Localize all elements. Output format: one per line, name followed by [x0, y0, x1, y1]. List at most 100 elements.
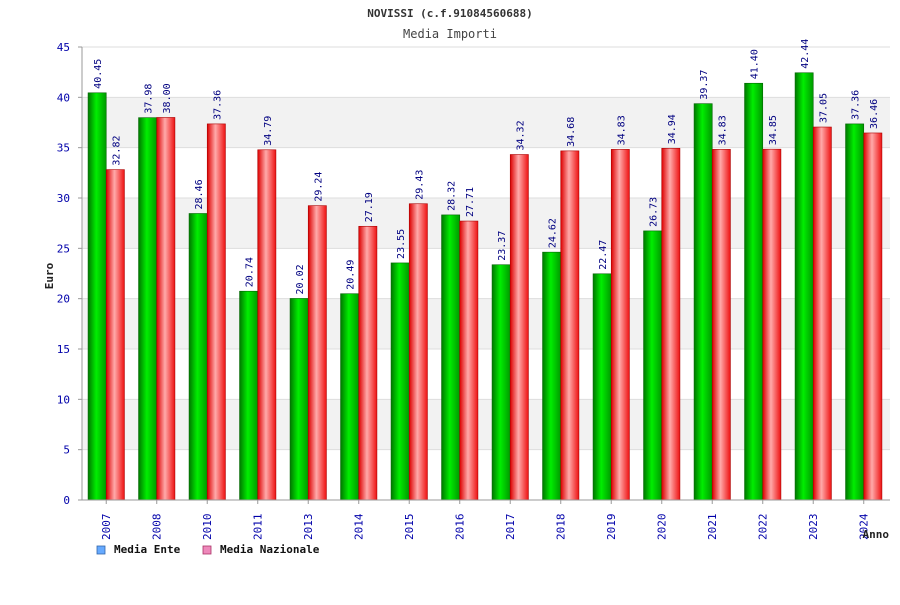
x-tick-label: 2016 — [454, 514, 467, 541]
bar-media-nazionale-2010 — [206, 123, 226, 501]
x-tick-label: 2021 — [706, 514, 719, 541]
legend-swatch-media-ente — [96, 545, 106, 555]
bar-media-ente-2022 — [744, 82, 764, 501]
chart-subtitle: Media Importi — [403, 27, 497, 41]
bar-media-nazionale-2019 — [610, 149, 630, 501]
data-label-media-ente-2023: 42.44 — [800, 39, 811, 69]
bar-media-nazionale-2021 — [711, 149, 731, 501]
bar-media-ente-2017 — [491, 264, 511, 501]
x-tick-label: 2018 — [555, 514, 568, 541]
x-tick-label: 2014 — [353, 513, 366, 540]
x-tick-label: 2015 — [403, 514, 416, 541]
bar-media-nazionale-2008 — [156, 117, 176, 501]
bar-media-ente-2015 — [390, 262, 410, 501]
data-label-media-ente-2014: 20.49 — [346, 260, 357, 290]
bar-media-nazionale-2016 — [459, 220, 479, 501]
y-tick-label: 40 — [57, 91, 70, 104]
bar-media-ente-2010 — [188, 213, 208, 501]
data-label-media-ente-2008: 37.98 — [144, 84, 155, 114]
y-tick-label: 30 — [57, 192, 70, 205]
y-tick-label: 0 — [63, 494, 70, 507]
y-tick-label: 25 — [57, 242, 70, 255]
x-tick-label: 2007 — [100, 514, 113, 541]
y-tick-label: 15 — [57, 343, 70, 356]
data-label-media-ente-2024: 37.36 — [851, 90, 862, 120]
data-label-media-nazionale-2015: 29.43 — [414, 170, 425, 200]
x-tick-label: 2017 — [504, 514, 517, 541]
bar-media-ente-2023 — [794, 72, 814, 501]
data-label-media-nazionale-2008: 38.00 — [162, 83, 173, 113]
x-axis-label: Anno — [863, 528, 890, 541]
data-label-media-ente-2016: 28.32 — [447, 181, 458, 211]
legend-swatch-media-nazionale — [202, 545, 212, 555]
data-label-media-nazionale-2010: 37.36 — [212, 90, 223, 120]
bar-media-nazionale-2011 — [257, 149, 277, 501]
x-tick-label: 2008 — [151, 514, 164, 541]
legend-label-media-ente: Media Ente — [114, 543, 181, 556]
y-tick-label: 20 — [57, 293, 70, 306]
legend-label-media-nazionale: Media Nazionale — [220, 543, 320, 556]
data-label-media-ente-2018: 24.62 — [548, 218, 559, 248]
y-tick-label: 10 — [57, 393, 70, 406]
x-axis-ticks: 2007 2008 2010 2011 2013 2014 2015 2016 2017 2018… — [100, 500, 871, 540]
y-axis-ticks: 0 5 10 15 20 25 30 35 40 45 — [57, 41, 82, 507]
y-tick-label: 5 — [63, 444, 70, 457]
x-tick-label: 2024 — [858, 513, 871, 540]
bar-media-ente-2019 — [592, 273, 612, 501]
bar-media-ente-2011 — [239, 290, 259, 501]
data-label-media-nazionale-2023: 37.05 — [818, 93, 829, 123]
x-tick-label: 2019 — [605, 514, 618, 541]
grid-band — [82, 47, 890, 98]
bars — [87, 72, 883, 501]
data-label-media-nazionale-2024: 36.46 — [869, 99, 880, 129]
data-label-media-nazionale-2014: 27.19 — [364, 192, 375, 222]
bar-media-nazionale-2022 — [762, 148, 782, 501]
data-label-media-nazionale-2019: 34.83 — [616, 115, 627, 145]
x-tick-label: 2013 — [302, 514, 315, 541]
x-tick-label: 2010 — [201, 514, 214, 541]
data-label-media-nazionale-2020: 34.94 — [667, 114, 678, 144]
data-label-media-nazionale-2021: 34.83 — [717, 115, 728, 145]
data-label-media-nazionale-2017: 34.32 — [515, 120, 526, 150]
data-label-media-ente-2020: 26.73 — [649, 197, 660, 227]
bar-media-ente-2008 — [138, 117, 158, 501]
bar-media-nazionale-2020 — [661, 147, 681, 501]
x-tick-label: 2023 — [807, 514, 820, 541]
data-label-media-ente-2015: 23.55 — [396, 229, 407, 259]
bar-media-nazionale-2023 — [812, 126, 832, 501]
bar-media-nazionale-2017 — [509, 154, 529, 501]
y-tick-label: 35 — [57, 142, 70, 155]
data-label-media-ente-2011: 20.74 — [245, 257, 256, 287]
data-label-media-ente-2022: 41.40 — [750, 49, 761, 79]
bar-media-ente-2020 — [643, 230, 663, 501]
data-labels: 40.45 32.82 37.98 38.00 28.46 37.36 20.74 34.79… — [93, 39, 880, 295]
chart-title: NOVISSI (c.f.91084560688) — [367, 7, 533, 20]
bar-media-nazionale-2013 — [307, 205, 327, 501]
data-label-media-ente-2010: 28.46 — [194, 179, 205, 209]
x-tick-label: 2020 — [656, 514, 669, 541]
data-label-media-nazionale-2018: 34.68 — [566, 117, 577, 147]
bar-media-nazionale-2014 — [358, 225, 378, 501]
data-label-media-ente-2021: 39.37 — [699, 70, 710, 100]
y-axis-label: Euro — [43, 262, 56, 289]
data-label-media-nazionale-2013: 29.24 — [313, 172, 324, 202]
data-label-media-nazionale-2016: 27.71 — [465, 187, 476, 217]
bar-media-ente-2024 — [845, 123, 865, 501]
data-label-media-nazionale-2011: 34.79 — [263, 116, 274, 146]
bar-media-nazionale-2024 — [863, 132, 883, 501]
bar-media-ente-2013 — [289, 298, 309, 501]
bar-media-ente-2021 — [693, 103, 713, 501]
bar-media-ente-2018 — [542, 251, 562, 501]
data-label-media-nazionale-2022: 34.85 — [768, 115, 779, 145]
x-tick-label: 2011 — [252, 514, 265, 541]
data-label-media-ente-2017: 23.37 — [497, 231, 508, 261]
y-tick-label: 45 — [57, 41, 70, 54]
x-tick-label: 2022 — [757, 514, 770, 541]
data-label-media-ente-2007: 40.45 — [93, 59, 104, 89]
bar-media-ente-2007 — [87, 92, 107, 501]
legend: Media Ente Media Nazionale — [96, 543, 320, 556]
data-label-media-ente-2013: 20.02 — [295, 264, 306, 294]
bar-media-nazionale-2007 — [105, 169, 125, 501]
